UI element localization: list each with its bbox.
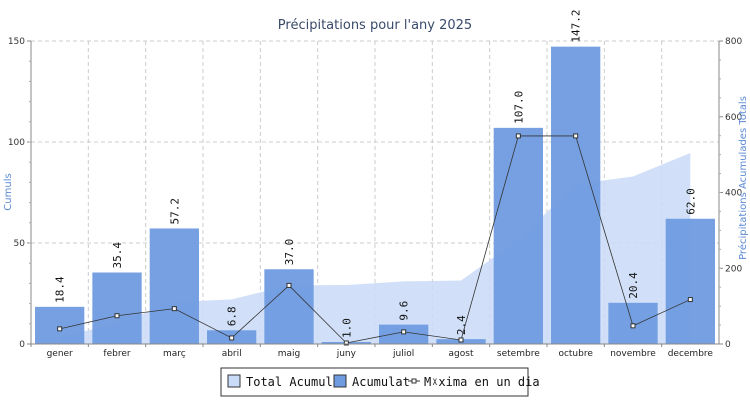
point-maxima-març bbox=[171, 306, 177, 312]
bar-setembre bbox=[493, 127, 543, 344]
category-label-decembre: decembre bbox=[668, 349, 714, 359]
data-label-juny: 1.0 bbox=[340, 318, 353, 338]
data-label-decembre: 62.0 bbox=[684, 188, 697, 215]
point-maxima-maig bbox=[286, 282, 292, 288]
legend-box bbox=[220, 367, 529, 397]
data-label-agost: 2.4 bbox=[455, 315, 468, 335]
point-maxima-novembre bbox=[630, 323, 636, 329]
legend-label-maxima: Mᵡxima en un dia bbox=[424, 375, 540, 389]
data-label-octubre: 147.2 bbox=[570, 10, 583, 43]
point-maxima-abril bbox=[229, 335, 235, 341]
point-maxima-febrer bbox=[114, 313, 120, 319]
data-label-novembre: 20.4 bbox=[627, 272, 640, 299]
bar-series bbox=[35, 46, 715, 344]
tick-label-right: 400 bbox=[725, 189, 742, 199]
data-labels: 18.4 35.4 57.2 6.8 37.0 1.0 9.6 2.4 107.0 147.2 20… bbox=[54, 10, 698, 338]
category-label-setembre: setembre bbox=[497, 349, 540, 359]
bar-octubre bbox=[551, 46, 601, 344]
axes: 0 50 100 150 0 200 400 600 800 gener febrer març abr… bbox=[8, 37, 743, 359]
tick-label-left: 100 bbox=[8, 138, 25, 148]
category-label-juliol: juliol bbox=[392, 349, 414, 359]
y-axis-title-left: Cumuls bbox=[3, 173, 14, 210]
bar-gener bbox=[35, 306, 85, 344]
y-axis-title-right: Précipitations Acumulades Totals bbox=[737, 96, 749, 260]
tick-label-right: 600 bbox=[725, 113, 742, 123]
legend-label-total: Total Acumulat bbox=[246, 375, 347, 389]
tick-label-right: 800 bbox=[725, 37, 742, 47]
category-label-novembre: novembre bbox=[610, 349, 656, 359]
data-label-maig: 37.0 bbox=[283, 239, 296, 266]
bar-decembre bbox=[665, 218, 715, 344]
point-maxima-octubre bbox=[573, 133, 579, 139]
data-label-juliol: 9.6 bbox=[398, 301, 411, 321]
point-maxima-gener bbox=[57, 326, 63, 332]
category-label-juny: juny bbox=[336, 349, 357, 359]
point-maxima-agost bbox=[458, 337, 464, 343]
legend-swatch-total bbox=[227, 374, 241, 388]
line-maxima bbox=[59, 135, 691, 344]
chart-title: Précipitations pour l'any 2025 bbox=[278, 18, 472, 33]
tick-label-right: 200 bbox=[725, 264, 742, 274]
line-series bbox=[57, 133, 693, 346]
tick-label-left: 150 bbox=[8, 37, 25, 47]
data-label-gener: 18.4 bbox=[54, 276, 67, 303]
legend-swatch-acumulat bbox=[333, 374, 347, 388]
tick-label-left: 0 bbox=[19, 340, 25, 350]
bar-febrer bbox=[92, 272, 142, 344]
bar-març bbox=[149, 228, 199, 344]
legend-marker-maxima bbox=[411, 378, 417, 384]
point-maxima-juliol bbox=[401, 329, 407, 335]
category-label-agost: agost bbox=[449, 349, 474, 359]
data-label-setembre: 107.0 bbox=[512, 91, 525, 124]
category-label-gener: gener bbox=[47, 349, 73, 359]
point-maxima-decembre bbox=[687, 297, 693, 303]
data-label-abril: 6.8 bbox=[226, 306, 239, 326]
category-label-abril: abril bbox=[222, 349, 242, 359]
legend-label-acumulat: Acumulat bbox=[352, 375, 410, 389]
category-label-febrer: febrer bbox=[103, 349, 130, 359]
point-maxima-setembre bbox=[515, 133, 521, 139]
data-label-març: 57.2 bbox=[168, 198, 181, 225]
tick-label-right: 0 bbox=[725, 340, 731, 350]
category-label-març: març bbox=[163, 349, 186, 359]
bar-maig bbox=[264, 269, 314, 344]
category-label-octubre: octubre bbox=[558, 349, 593, 359]
category-label-maig: maig bbox=[278, 349, 301, 359]
legend: Total Acumulat Acumulat Mᵡxima en un dia bbox=[220, 367, 540, 397]
tick-label-left: 50 bbox=[14, 239, 26, 249]
data-label-febrer: 35.4 bbox=[111, 242, 124, 269]
point-maxima-juny bbox=[343, 340, 349, 346]
